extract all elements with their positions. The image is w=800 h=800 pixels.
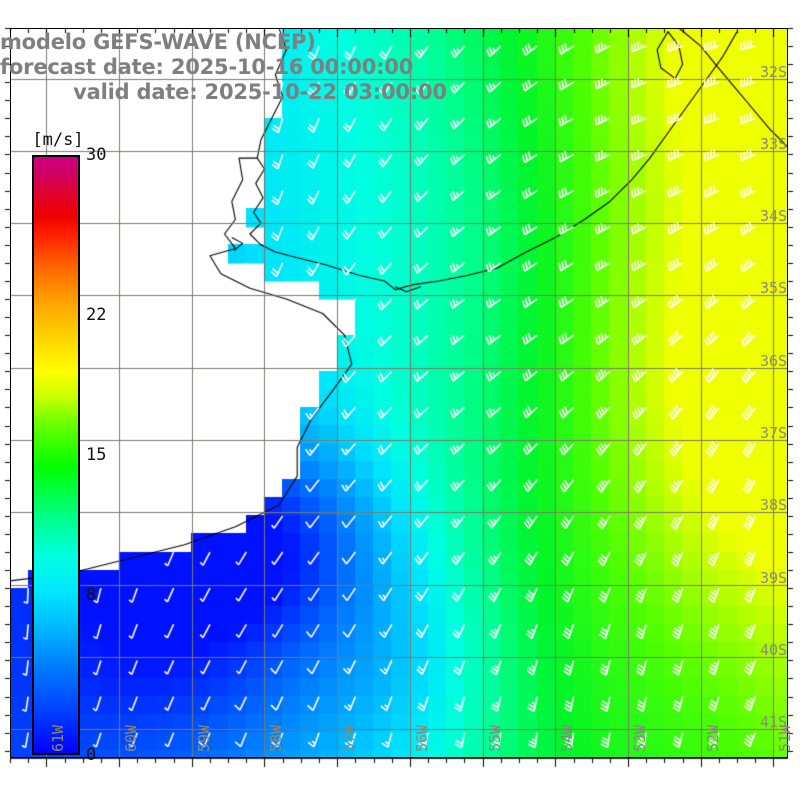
lon-label-60W: 60W (122, 724, 141, 752)
colorbar-tick-8: 8 (86, 585, 97, 605)
lon-label-52W: 52W (703, 724, 722, 752)
lon-label-56W: 56W (412, 724, 431, 752)
title-valid-date: valid date: 2025-10-22 03:00:00 (73, 80, 447, 104)
lat-label-34S: 34S (760, 207, 788, 226)
lat-label-39S: 39S (760, 568, 788, 587)
colorbar-gradient (32, 155, 80, 755)
lat-label-35S: 35S (760, 279, 788, 298)
colorbar-unit-label: [m/s] (32, 130, 84, 150)
lon-label-58W: 58W (267, 724, 286, 752)
lat-label-36S: 36S (760, 351, 788, 370)
title-model-line: modelo GEFS-WAVE (NCEP) (0, 30, 316, 54)
lon-label-54W: 54W (558, 724, 577, 752)
title-forecast-date: forecast date: 2025-10-16 00:00:00 (0, 55, 414, 79)
colorbar-tick-0: 0 (86, 745, 97, 765)
lon-label-55W: 55W (485, 724, 504, 752)
chart-title-block: modelo GEFS-WAVE (NCEP) forecast date: 2… (0, 30, 520, 105)
colorbar-tick-30: 30 (86, 145, 107, 165)
lon-label-61W: 61W (49, 724, 68, 752)
lat-label-38S: 38S (760, 496, 788, 515)
colorbar-tick-22: 22 (86, 305, 107, 325)
lat-label-41S: 41S (760, 713, 788, 732)
lat-label-33S: 33S (760, 134, 788, 153)
lon-label-57W: 57W (340, 724, 359, 752)
lat-label-40S: 40S (760, 640, 788, 659)
colorbar-tick-15: 15 (86, 445, 107, 465)
lon-label-59W: 59W (194, 724, 213, 752)
lon-label-53W: 53W (631, 724, 650, 752)
lat-label-37S: 37S (760, 423, 788, 442)
lat-label-32S: 32S (760, 62, 788, 81)
